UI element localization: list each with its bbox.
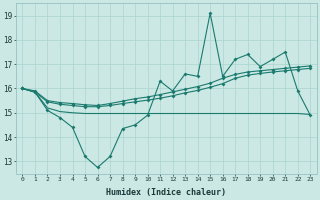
X-axis label: Humidex (Indice chaleur): Humidex (Indice chaleur) [106, 188, 226, 197]
